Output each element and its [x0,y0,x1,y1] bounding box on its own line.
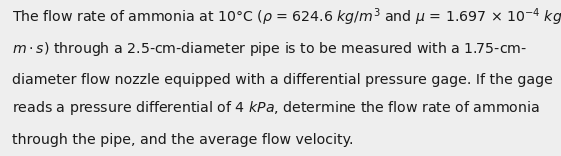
Text: reads a pressure differential of 4 $kPa$, determine the flow rate of ammonia: reads a pressure differential of 4 $kPa$… [12,99,540,117]
Text: through the pipe, and the average flow velocity.: through the pipe, and the average flow v… [12,133,354,147]
Text: diameter flow nozzle equipped with a differential pressure gage. If the gage: diameter flow nozzle equipped with a dif… [12,73,553,87]
Text: The flow rate of ammonia at 10°C ($\rho$ = 624.6 $kg/m^3$ and $\mu$ = 1.697 × 10: The flow rate of ammonia at 10°C ($\rho$… [12,7,561,28]
Text: $m \cdot s$) through a 2.5-cm-diameter pipe is to be measured with a 1.75-cm-: $m \cdot s$) through a 2.5-cm-diameter p… [12,40,527,58]
